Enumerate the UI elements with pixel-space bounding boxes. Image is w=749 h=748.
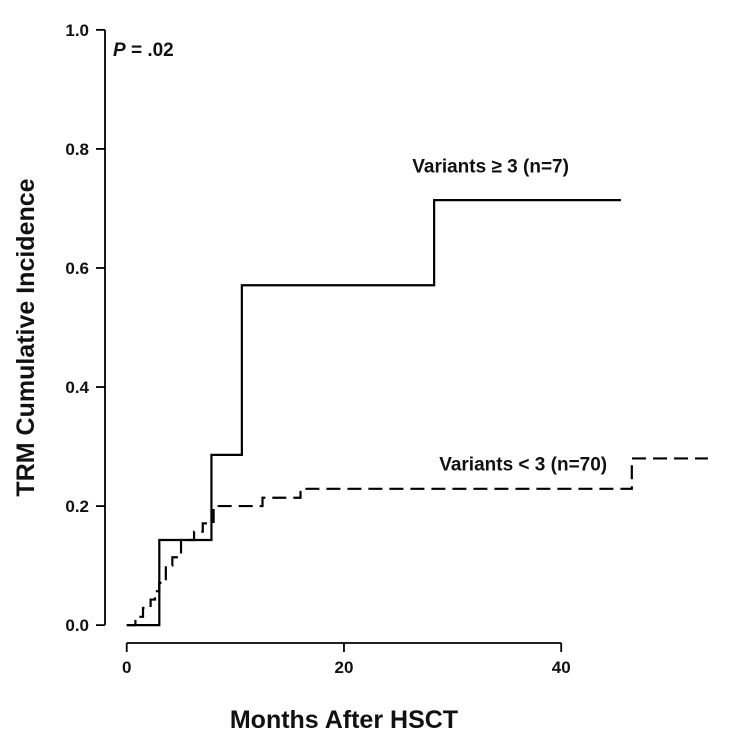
series-annotation-high: Variants ≥ 3 (n=7) [412, 157, 569, 178]
series-line-variants-ge-3 [126, 199, 621, 627]
series-annotation-low: Variants < 3 (n=70) [439, 454, 607, 475]
series-group [126, 199, 708, 627]
p-value-annotation: P = .02 [113, 40, 174, 61]
y-axis-title: TRM Cumulative Incidence [12, 178, 40, 496]
y-tick-label: 0.0 [65, 616, 89, 635]
p-value-symbol: P [113, 40, 126, 61]
x-axis-title: Months After HSCT [230, 706, 458, 734]
series-line-variants-lt-3 [126, 457, 708, 627]
y-tick-label: 0.8 [65, 140, 89, 159]
y-tick-label: 0.2 [65, 497, 89, 516]
x-tick-label: 40 [552, 658, 571, 677]
axes-frame [104, 29, 562, 644]
y-tick-label: 0.6 [65, 259, 89, 278]
x-tick-label: 0 [122, 658, 131, 677]
y-ticks: 0.0 0.2 0.4 0.6 0.8 1.0 [65, 21, 105, 635]
y-tick-label: 0.4 [65, 378, 89, 397]
y-tick-label: 1.0 [65, 21, 89, 40]
labels-group: P = .02 Variants ≥ 3 (n=7) Variants < 3 … [12, 40, 607, 734]
x-ticks: 0 20 40 [122, 643, 571, 677]
p-value-text: = .02 [126, 40, 174, 61]
x-tick-label: 20 [335, 658, 354, 677]
